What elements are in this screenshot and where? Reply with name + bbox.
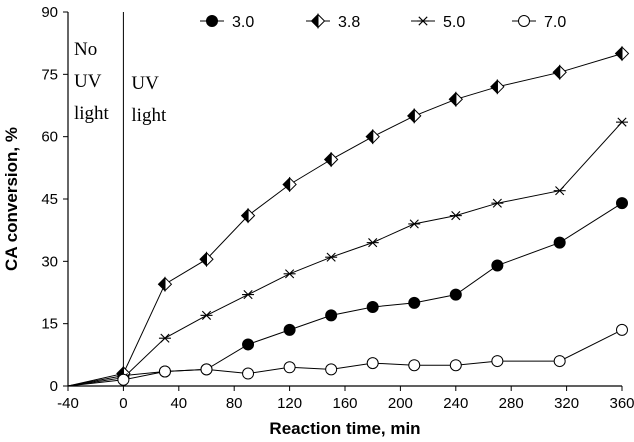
data-point [310, 13, 326, 29]
data-point [417, 16, 429, 26]
y-axis-title: CA conversion, % [2, 127, 21, 271]
series-markers-3.0 [117, 197, 628, 382]
x-tick-label: 120 [277, 395, 302, 412]
data-point [616, 197, 628, 210]
data-point [408, 359, 421, 372]
series-line-5.0 [67, 121, 623, 387]
series-markers-3.8 [116, 45, 630, 382]
axes: -40 0 40 80 120 160 200 240 280 320 36001530456075… [41, 4, 634, 412]
data-point [553, 355, 566, 368]
x-axis-title: Reaction time, min [269, 419, 420, 438]
data-point [283, 361, 296, 374]
data-point [200, 310, 213, 320]
data-point [616, 323, 628, 336]
data-point [407, 108, 422, 124]
series-markers-5.0 [117, 117, 628, 383]
legend-label: 5.0 [443, 14, 465, 31]
no-uv-light-annotation: UV [74, 71, 102, 92]
y-tick-label: 30 [41, 253, 58, 270]
data-point [614, 45, 630, 62]
data-point [449, 288, 462, 301]
x-tick-label: 200 [388, 395, 413, 412]
data-point [518, 15, 530, 27]
data-point [283, 269, 296, 279]
data-point [199, 251, 214, 267]
legend-label: 3.0 [232, 14, 254, 31]
data-point [490, 79, 505, 95]
legend: 3.0 3.8 5.0 7.0 [200, 13, 566, 31]
data-point [117, 373, 130, 386]
data-point [449, 211, 462, 221]
no-uv-light-annotation: No [74, 39, 97, 60]
data-point [366, 238, 379, 248]
data-point [366, 357, 379, 370]
series-line-3.0 [67, 202, 623, 387]
y-tick-label: 75 [41, 66, 58, 83]
series-markers-7.0 [117, 323, 628, 386]
data-point [325, 252, 338, 262]
legend-item: 5.0 [411, 14, 465, 31]
data-point [242, 338, 255, 351]
data-point [157, 276, 173, 292]
data-point [242, 367, 255, 380]
y-tick-label: 45 [41, 191, 58, 208]
data-point [323, 151, 339, 168]
data-point [449, 359, 462, 372]
data-point [616, 117, 628, 127]
data-point [158, 365, 171, 378]
annotations: No UV light UV light [74, 39, 167, 126]
data-point [448, 91, 464, 107]
series-layer [67, 45, 630, 387]
data-point [200, 363, 213, 376]
x-tick-label: 80 [226, 395, 243, 412]
data-point [491, 355, 504, 368]
x-tick-label: 0 [119, 395, 127, 412]
x-tick-label: 320 [554, 395, 579, 412]
y-tick-label: 60 [41, 129, 58, 146]
x-tick-label: 280 [499, 395, 524, 412]
x-tick-label: 240 [443, 395, 468, 412]
data-point [283, 323, 296, 336]
series-line-7.0 [67, 329, 623, 387]
no-uv-light-annotation: light [74, 103, 110, 124]
x-tick-label: -40 [57, 395, 79, 412]
legend-label: 3.8 [338, 14, 360, 31]
data-point [365, 128, 380, 145]
y-tick-label: 0 [50, 378, 58, 395]
data-point [491, 259, 504, 272]
legend-label: 7.0 [544, 14, 566, 31]
data-point [158, 333, 171, 343]
uv-light-annotation: light [131, 105, 167, 126]
data-point [491, 198, 504, 208]
x-tick-label: 360 [609, 395, 634, 412]
legend-item: 3.8 [306, 13, 360, 31]
data-point [552, 64, 567, 80]
data-point [240, 207, 256, 224]
data-point [325, 309, 338, 322]
legend-item: 3.0 [200, 14, 254, 31]
legend-item: 7.0 [512, 14, 566, 31]
data-point [206, 15, 218, 27]
data-point [408, 296, 421, 309]
data-point [366, 301, 379, 314]
data-point [325, 363, 338, 376]
y-tick-label: 15 [41, 316, 58, 333]
data-point [408, 219, 421, 229]
y-tick-label: 90 [41, 4, 58, 21]
x-tick-label: 160 [332, 395, 357, 412]
uv-light-annotation: UV [131, 73, 159, 94]
x-tick-label: 40 [170, 395, 187, 412]
series-line-3.8 [67, 53, 623, 387]
data-point [282, 176, 297, 193]
data-point [553, 186, 566, 196]
data-point [242, 289, 255, 300]
data-point [553, 236, 566, 249]
